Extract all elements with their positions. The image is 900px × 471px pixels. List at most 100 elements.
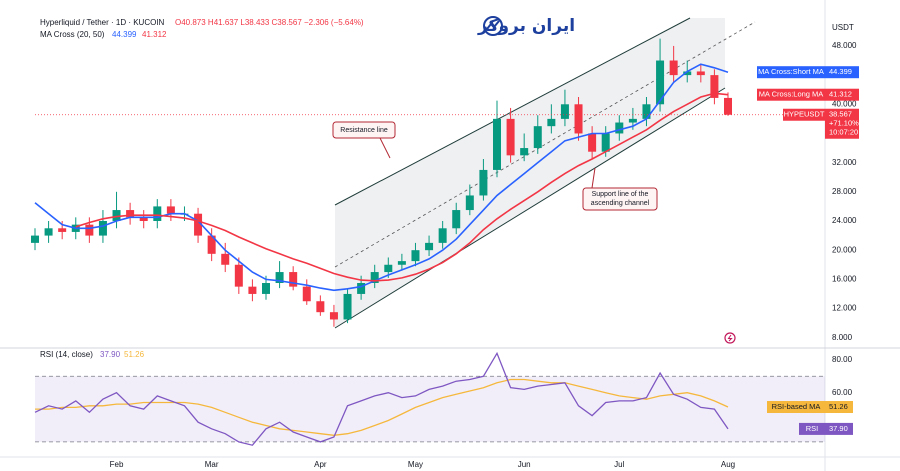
tag-value-box: [825, 108, 859, 139]
candle-body: [316, 301, 325, 313]
tag-value: 51.26: [829, 402, 848, 411]
candle-body: [411, 250, 420, 262]
candle-body: [31, 235, 39, 243]
y-tick-label: 60.00: [832, 388, 853, 397]
logo-icon-arrow: [486, 20, 500, 30]
tag-value-box: [825, 400, 853, 413]
annotation-pointer: [379, 137, 391, 159]
y-tick-label: 24.000: [832, 216, 857, 225]
candle-body: [560, 104, 569, 119]
series-line: [75, 92, 729, 282]
tag-name: MA Cross:Long MA: [759, 90, 824, 99]
logo-text: ایران بروکر: [477, 16, 575, 36]
candle-body: [669, 60, 678, 76]
candle-body: [85, 224, 94, 236]
tag-name-box: [767, 400, 825, 413]
candle-body: [234, 264, 243, 287]
candle-body: [275, 272, 284, 283]
x-tick-label: Jun: [518, 460, 531, 469]
candle-body: [58, 228, 67, 232]
candle-body: [479, 169, 488, 196]
tag-value: 41.312: [829, 90, 852, 99]
resistance-line: [334, 17, 691, 206]
candle-body: [302, 286, 311, 302]
candle-body: [384, 264, 393, 273]
candle-body: [262, 282, 270, 294]
candle-body: [343, 293, 352, 320]
tag-name: HYPEUSDT: [784, 110, 825, 119]
annotation-text: ascending channel: [591, 200, 650, 207]
candle-body: [166, 206, 175, 214]
candle-body: [642, 104, 651, 119]
x-tick-label: Feb: [110, 460, 124, 469]
tag-value: 44.399: [829, 67, 852, 76]
annotation-text: Support line of the: [592, 191, 649, 198]
candle-body: [710, 75, 719, 98]
rsi-ma-value: 51.26: [124, 350, 145, 359]
candle-body: [506, 118, 515, 156]
annotation-box: [582, 187, 658, 211]
candle-body: [547, 118, 556, 127]
candle-body: [452, 210, 461, 229]
tag-value: 37.90: [829, 424, 848, 433]
candle-body: [98, 220, 107, 236]
tag-value-box: [825, 422, 853, 435]
candle-body: [153, 206, 162, 221]
unit-label: USDT: [832, 23, 854, 32]
y-tick-label: 20.000: [832, 245, 857, 254]
tag-name-box: [757, 66, 825, 79]
candle-body: [533, 126, 542, 149]
y-tick-label: 8.000: [832, 333, 853, 342]
short-ma-value: 44.399: [112, 30, 137, 39]
y-tick-label: 16.000: [832, 274, 857, 283]
y-tick-label: 40.000: [832, 99, 857, 108]
x-tick-label: May: [408, 460, 423, 469]
tag-name-box: [757, 88, 825, 101]
x-tick-label: Aug: [721, 460, 735, 469]
candle-body: [357, 282, 366, 294]
band-fill: [35, 376, 825, 442]
y-tick-label: 80.00: [832, 355, 853, 364]
alert-circle: [724, 332, 736, 344]
tag-name: MA Cross:Short MA: [758, 67, 824, 76]
alert-icon: [724, 332, 736, 344]
tag-name-box: [783, 108, 825, 121]
support-line: [334, 87, 726, 329]
annotation: Support line of the ascending channel: [582, 167, 658, 211]
y-tick-label: 28.000: [832, 187, 857, 196]
y-tick-label: 32.000: [832, 158, 857, 167]
candle-body: [520, 148, 529, 156]
candle-body: [615, 122, 624, 134]
ohlc-text: O40.873 H41.637 L38.433 C38.567 −2.306 (…: [175, 18, 364, 27]
candle-body: [397, 261, 406, 265]
tag-name-box: [799, 422, 825, 435]
candle-body: [126, 210, 135, 218]
tag-value-box: [825, 66, 859, 79]
candle-body: [207, 235, 216, 254]
y-tick-label: 12.000: [832, 304, 857, 313]
candle-body: [628, 118, 637, 123]
tag-value: 38.567: [829, 110, 852, 119]
candle-body: [724, 97, 732, 115]
series-line: [34, 63, 729, 292]
alert-bolt: [727, 334, 733, 342]
annotation-pointer: [591, 167, 596, 189]
rsi-title: RSI (14, close): [40, 350, 93, 359]
candle-body: [656, 60, 665, 105]
tag-name: RSI-based MA: [772, 402, 821, 411]
x-tick-label: Apr: [314, 460, 327, 469]
chart-title: Hyperliquid / Tether · 1D · KUCOIN: [40, 18, 165, 27]
candle-body: [493, 118, 501, 170]
candle-body: [574, 104, 583, 134]
long-ma-value: 41.312: [142, 30, 167, 39]
x-tick-label: Jul: [614, 460, 624, 469]
candle-body: [425, 242, 434, 251]
candle-body: [696, 71, 705, 76]
candle-body: [289, 272, 298, 287]
candle-body: [194, 213, 203, 236]
candle-body: [44, 228, 53, 236]
tag-value-box: [825, 88, 859, 101]
rsi-value: 37.90: [100, 350, 121, 359]
